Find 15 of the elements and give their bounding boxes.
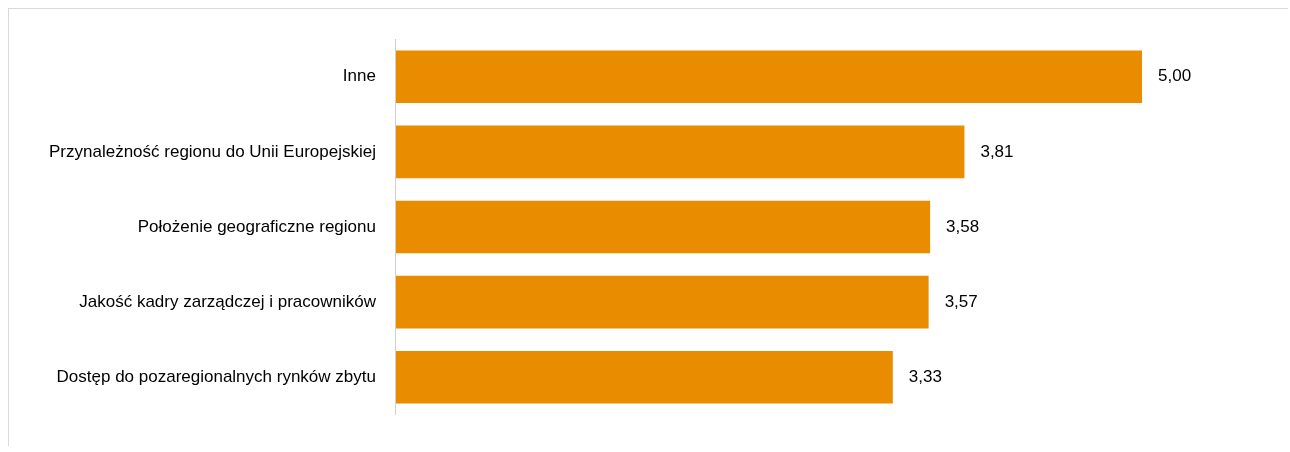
y-tick-label: Dostęp do pozaregionalnych rynków zbytu bbox=[56, 366, 376, 386]
bar bbox=[395, 200, 931, 254]
data-label: 3,81 bbox=[980, 141, 1014, 161]
data-label: 5,00 bbox=[1158, 66, 1192, 86]
data-label: 3,57 bbox=[944, 291, 978, 311]
data-label: 3,58 bbox=[946, 216, 980, 236]
bar bbox=[395, 125, 965, 179]
bar bbox=[395, 350, 893, 404]
y-tick-label: Inne bbox=[342, 66, 376, 86]
y-tick-label: Położenie geograficzne regionu bbox=[137, 216, 376, 236]
bar bbox=[395, 275, 929, 329]
data-label: 3,33 bbox=[908, 366, 942, 386]
y-tick-label: Przynależność regionu do Unii Europejskiej bbox=[49, 141, 376, 161]
y-tick-label: Jakość kadry zarządczej i pracowników bbox=[79, 291, 377, 311]
bar bbox=[395, 50, 1142, 104]
